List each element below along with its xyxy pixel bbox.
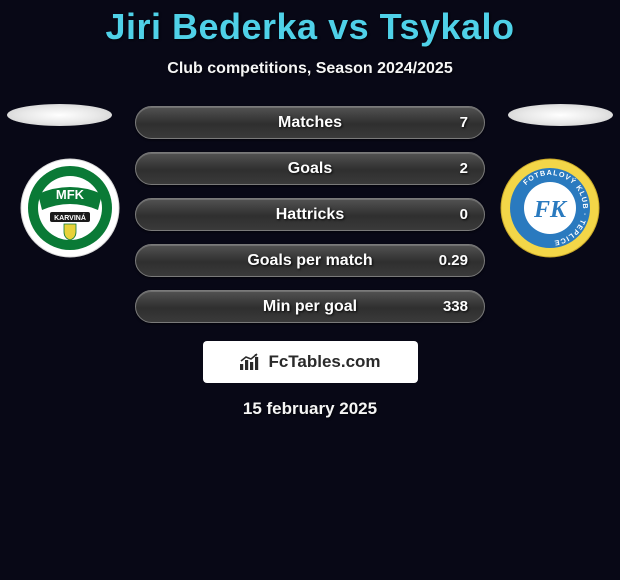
- right-club-shadow: [508, 104, 613, 126]
- stat-row: Goals per match0.29: [135, 244, 485, 277]
- comparison-panel: MFK KARVINÁ FK FOTBALOVÝ KLUB · TEPLICE …: [0, 106, 620, 419]
- stat-row: Goals2: [135, 152, 485, 185]
- stat-value: 338: [443, 291, 468, 322]
- stat-label: Goals: [136, 153, 484, 184]
- brand-badge: FcTables.com: [203, 341, 418, 383]
- stat-label: Min per goal: [136, 291, 484, 322]
- stat-value: 0.29: [439, 245, 468, 276]
- page-title: Jiri Bederka vs Tsykalo: [0, 0, 620, 48]
- right-club-initials: FK: [533, 197, 568, 223]
- left-club-sub-text: KARVINÁ: [54, 213, 86, 222]
- left-club-banner-text: MFK: [56, 187, 85, 202]
- chart-icon: [239, 352, 261, 372]
- stat-label: Matches: [136, 107, 484, 138]
- stat-label: Hattricks: [136, 199, 484, 230]
- stat-value: 0: [460, 199, 468, 230]
- left-club-badge: MFK KARVINÁ: [20, 158, 120, 258]
- brand-text: FcTables.com: [268, 352, 380, 372]
- stat-row: Min per goal338: [135, 290, 485, 323]
- stat-row: Hattricks0: [135, 198, 485, 231]
- stat-label: Goals per match: [136, 245, 484, 276]
- right-club-badge: FK FOTBALOVÝ KLUB · TEPLICE: [500, 158, 600, 258]
- stat-value: 7: [460, 107, 468, 138]
- stats-rows: Matches7Goals2Hattricks0Goals per match0…: [135, 106, 485, 323]
- stat-value: 2: [460, 153, 468, 184]
- stat-row: Matches7: [135, 106, 485, 139]
- subtitle: Club competitions, Season 2024/2025: [0, 60, 620, 78]
- left-club-shadow: [7, 104, 112, 126]
- date-label: 15 february 2025: [0, 399, 620, 419]
